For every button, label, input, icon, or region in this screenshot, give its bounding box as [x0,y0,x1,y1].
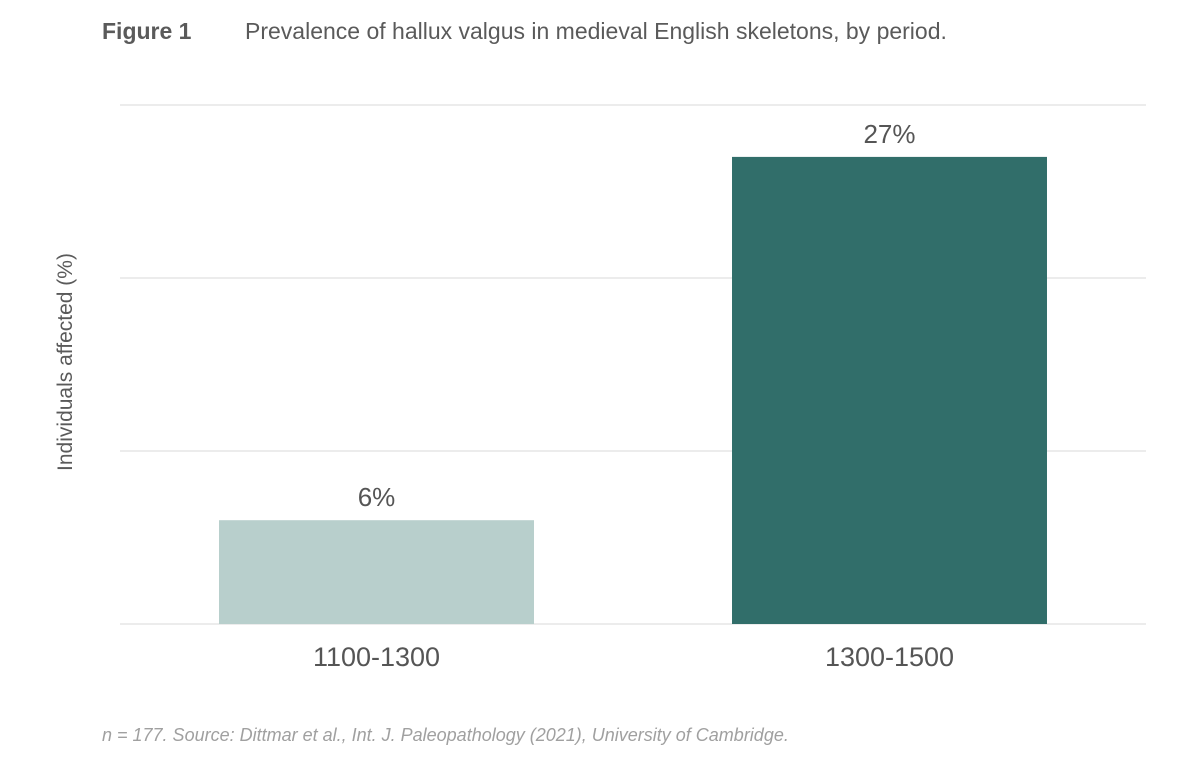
bars [219,156,1047,624]
source-footnote: n = 177. Source: Dittmar et al., Int. J.… [102,725,789,745]
value-labels: 6% 27% [358,119,916,512]
bar-chart: Individuals affected (%) 6% 27% 1100-1300… [54,104,1146,672]
x-tick-1300-1500: 1300-1500 [825,642,954,672]
value-label-1300-1500: 27% [863,119,915,149]
bar-1100-1300 [219,520,534,624]
y-axis-label: Individuals affected (%) [54,253,77,471]
value-label-1100-1300: 6% [358,482,396,512]
x-tick-1100-1300: 1100-1300 [313,642,440,672]
x-tick-labels: 1100-1300 1300-1500 [313,642,954,672]
bar-1300-1500 [732,156,1047,624]
figure-caption: Prevalence of hallux valgus in medieval … [245,18,947,44]
figure-label: Figure 1 [102,18,192,44]
